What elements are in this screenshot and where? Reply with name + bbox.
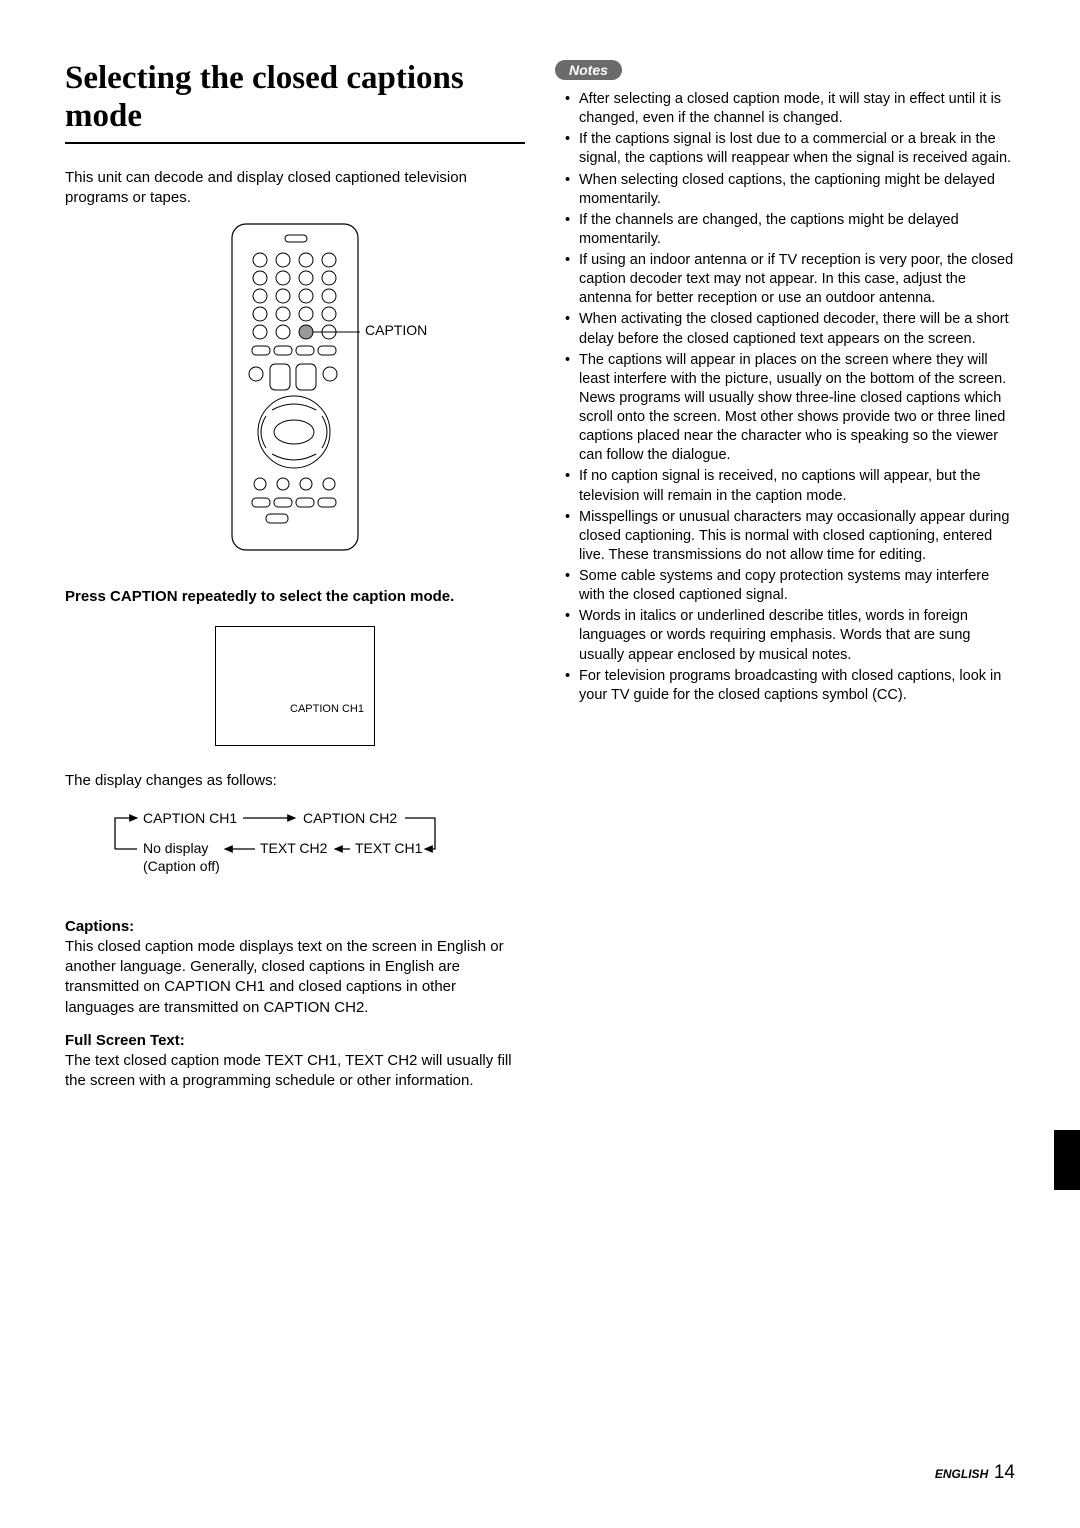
edge-tab [1054,1130,1080,1190]
page-footer: ENGLISH 14 [935,1462,1015,1484]
notes-item: For television programs broadcasting wit… [571,667,1015,705]
captions-subhead: Captions: [65,918,525,935]
page-title: Selecting the closed captions mode [65,60,525,144]
notes-item: If using an indoor antenna or if TV rece… [571,251,1015,308]
display-changes-text: The display changes as follows: [65,771,525,791]
notes-item: If the captions signal is lost due to a … [571,130,1015,168]
notes-item: The captions will appear in places on th… [571,351,1015,466]
svg-text:CAPTION CH2: CAPTION CH2 [303,810,397,826]
screen-caption-text: CAPTION CH1 [290,703,364,715]
footer-page-number: 14 [994,1462,1015,1483]
captions-body: This closed caption mode displays text o… [65,937,525,1018]
notes-item: Misspellings or unusual characters may o… [571,508,1015,565]
footer-language: ENGLISH [935,1467,988,1481]
fullscreen-body: The text closed caption mode TEXT CH1, T… [65,1051,525,1092]
notes-item: After selecting a closed caption mode, i… [571,90,1015,128]
svg-text:No display: No display [143,840,208,856]
notes-badge: Notes [555,60,622,80]
notes-item: If the channels are changed, the caption… [571,211,1015,249]
screen-figure: CAPTION CH1 [65,626,525,751]
svg-text:TEXT CH1: TEXT CH1 [355,840,423,856]
remote-icon [230,222,360,552]
flow-diagram: CAPTION CH1 CAPTION CH2 No display (Capt… [95,805,525,890]
caption-button-label: CAPTION [365,322,427,338]
notes-item: When activating the closed captioned dec… [571,310,1015,348]
svg-text:(Caption off): (Caption off) [143,858,220,874]
notes-item: Some cable systems and copy protection s… [571,567,1015,605]
fullscreen-subhead: Full Screen Text: [65,1032,525,1049]
notes-item: If no caption signal is received, no cap… [571,467,1015,505]
svg-text:TEXT CH2: TEXT CH2 [260,840,328,856]
svg-text:CAPTION CH1: CAPTION CH1 [143,810,237,826]
instruction-text: Press CAPTION repeatedly to select the c… [65,587,525,607]
remote-figure: CAPTION [65,222,525,557]
notes-list: After selecting a closed caption mode, i… [555,90,1015,705]
notes-item: When selecting closed captions, the capt… [571,171,1015,209]
notes-item: Words in italics or underlined describe … [571,607,1015,664]
intro-text: This unit can decode and display closed … [65,168,525,209]
